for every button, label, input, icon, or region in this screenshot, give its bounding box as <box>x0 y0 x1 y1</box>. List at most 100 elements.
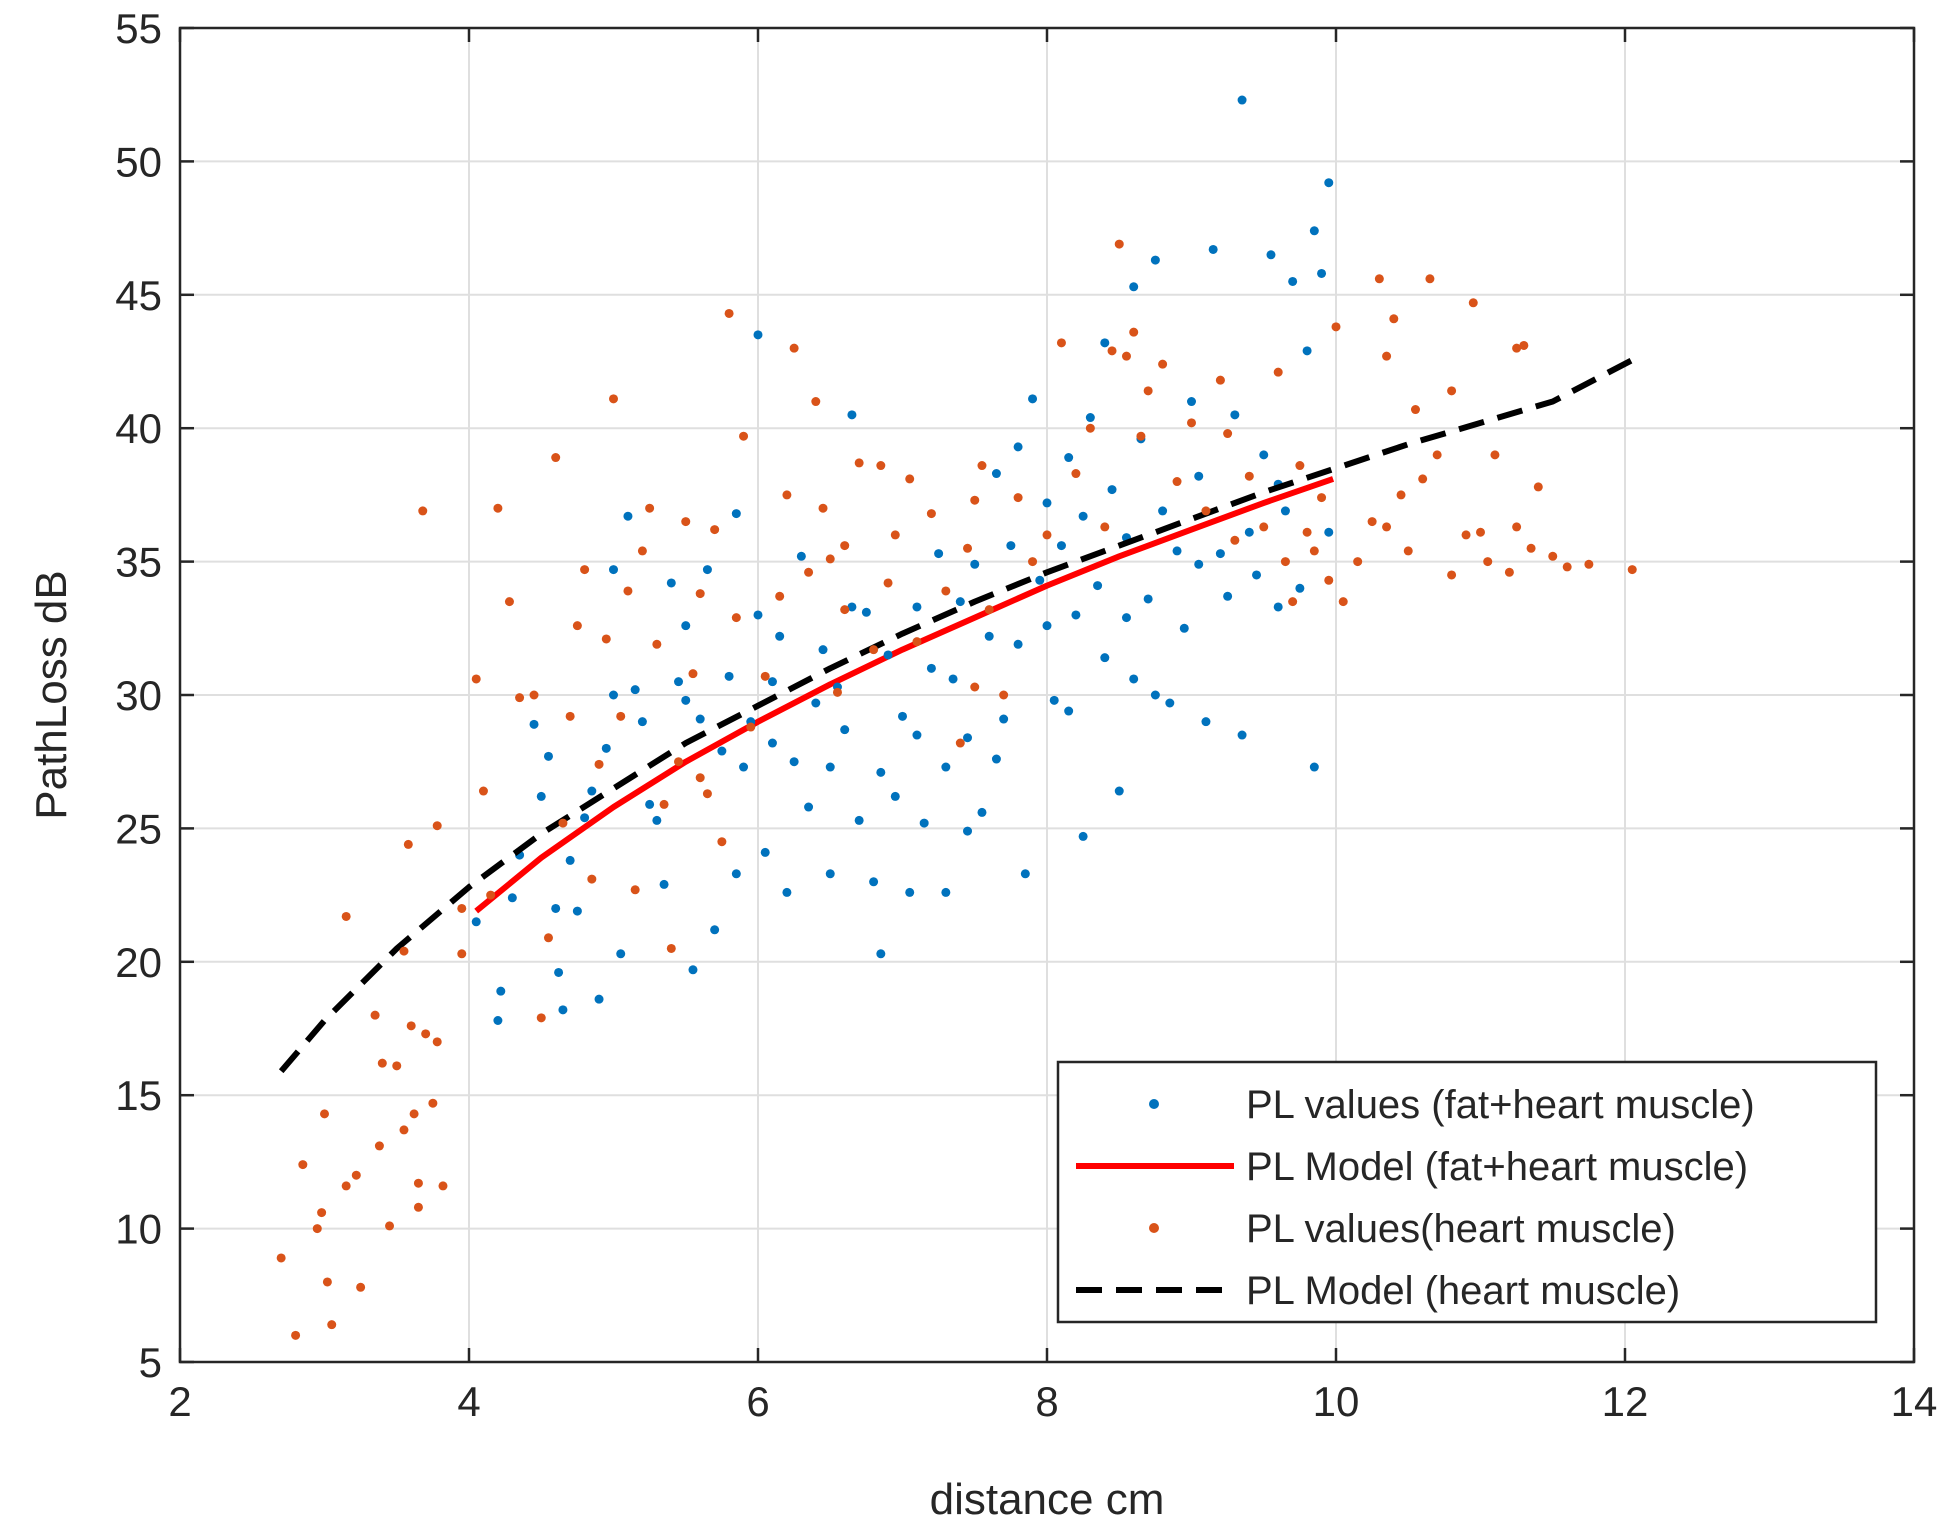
data-point <box>1093 581 1103 591</box>
data-point <box>1013 442 1023 452</box>
data-point <box>840 725 850 735</box>
data-point <box>1237 730 1247 740</box>
data-point <box>753 610 763 620</box>
data-point <box>536 1013 546 1023</box>
data-point <box>1244 527 1254 537</box>
axis-ticks: 2 4 6 8 10 12 14 5 10 15 20 25 30 35 40 45 50 55 <box>115 5 1937 1425</box>
data-point <box>630 685 640 695</box>
data-point <box>1056 541 1066 551</box>
data-point <box>991 469 1001 479</box>
data-point <box>991 754 1001 764</box>
data-point <box>818 503 828 513</box>
data-point <box>623 511 633 521</box>
data-point <box>674 757 684 767</box>
data-point <box>941 762 951 772</box>
data-point <box>529 719 539 729</box>
data-point <box>504 597 514 607</box>
x-tick-label: 12 <box>1602 1378 1649 1425</box>
data-point <box>710 525 720 535</box>
data-point <box>753 330 763 340</box>
data-point <box>507 893 517 903</box>
y-tick-label: 55 <box>115 5 162 52</box>
data-point <box>515 693 525 703</box>
data-point <box>1382 351 1392 361</box>
data-point <box>1562 562 1572 572</box>
y-tick-label: 20 <box>115 939 162 986</box>
data-point <box>1158 506 1168 516</box>
data-point <box>1114 786 1124 796</box>
data-point <box>1280 506 1290 516</box>
data-point <box>1028 394 1038 404</box>
data-point <box>1129 327 1139 337</box>
data-point <box>471 917 481 927</box>
data-point <box>565 855 575 865</box>
data-point <box>818 645 828 655</box>
data-point <box>1100 522 1110 532</box>
data-point <box>804 567 814 577</box>
data-point <box>1280 557 1290 567</box>
data-point <box>775 591 785 601</box>
plot-series <box>276 95 1641 1340</box>
data-point <box>1309 762 1319 772</box>
data-point <box>724 671 734 681</box>
data-point <box>905 474 915 484</box>
data-point <box>637 717 647 727</box>
data-point <box>1418 474 1428 484</box>
data-point <box>1071 469 1081 479</box>
data-point <box>984 605 994 615</box>
data-point <box>594 759 604 769</box>
data-point <box>695 589 705 599</box>
data-point <box>1396 490 1406 500</box>
data-point <box>1317 268 1327 278</box>
data-point <box>406 1021 416 1031</box>
data-point <box>351 1170 361 1180</box>
data-point <box>327 1320 337 1330</box>
data-point <box>905 887 915 897</box>
data-point <box>370 1010 380 1020</box>
data-point <box>695 714 705 724</box>
data-point <box>941 887 951 897</box>
data-point <box>840 605 850 615</box>
data-point <box>710 925 720 935</box>
data-point <box>496 986 506 996</box>
data-point <box>876 767 886 777</box>
data-point <box>970 682 980 692</box>
data-point <box>1512 522 1522 532</box>
data-point <box>883 578 893 588</box>
x-tick-label: 8 <box>1035 1378 1058 1425</box>
data-point <box>1172 546 1182 556</box>
data-point <box>782 490 792 500</box>
data-point <box>558 818 568 828</box>
data-point <box>970 495 980 505</box>
data-point <box>1548 551 1558 561</box>
data-point <box>1389 314 1399 324</box>
legend-marker-point <box>1149 1099 1159 1109</box>
data-point <box>955 597 965 607</box>
data-point <box>1259 450 1269 460</box>
legend-label-fat-heart-values: PL values (fat+heart muscle) <box>1246 1083 1755 1127</box>
data-point <box>1338 597 1348 607</box>
data-point <box>1468 298 1478 308</box>
data-point <box>760 847 770 857</box>
data-point <box>1483 557 1493 567</box>
data-point <box>789 343 799 353</box>
data-point <box>551 453 561 463</box>
data-point <box>1331 322 1341 332</box>
data-point <box>717 837 727 847</box>
data-point <box>695 773 705 783</box>
y-tick-label: 50 <box>115 138 162 185</box>
data-point <box>1259 522 1269 532</box>
data-point <box>963 543 973 553</box>
data-point <box>702 565 712 575</box>
data-point <box>1237 95 1247 105</box>
data-point <box>919 818 929 828</box>
data-point <box>1100 653 1110 663</box>
data-point <box>1288 276 1298 286</box>
data-point <box>796 551 806 561</box>
data-point <box>1302 527 1312 537</box>
legend-label-heart-model: PL Model (heart muscle) <box>1246 1269 1680 1313</box>
y-tick-label: 10 <box>115 1206 162 1253</box>
data-point <box>1432 450 1442 460</box>
data-point <box>1121 351 1131 361</box>
data-point <box>731 613 741 623</box>
